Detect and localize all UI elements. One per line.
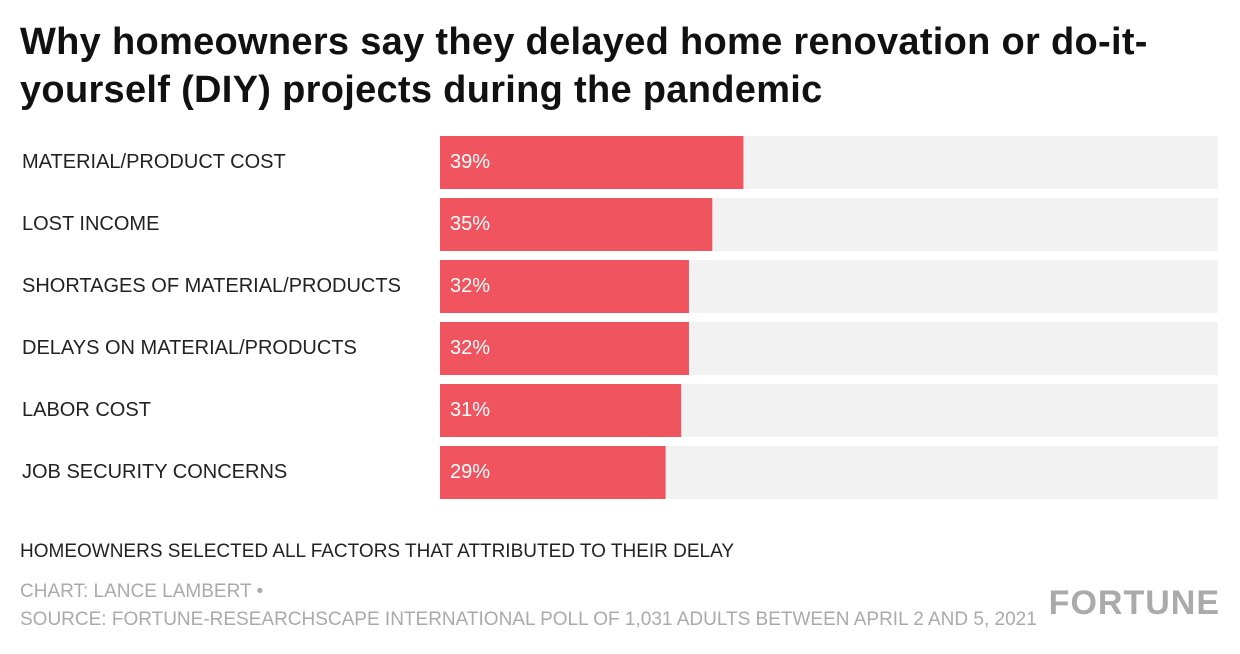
bar [440,136,744,189]
category-label: LOST INCOME [22,213,159,235]
category-label: LABOR COST [22,399,151,421]
value-label: 32% [450,275,490,297]
value-label: 29% [450,461,490,483]
category-label: DELAYS ON MATERIAL/PRODUCTS [22,337,357,359]
bar [440,260,689,313]
bar [440,322,689,375]
bar [440,198,713,251]
note: HOMEOWNERS SELECTED ALL FACTORS THAT ATT… [20,541,735,562]
value-label: 35% [450,213,490,235]
credit: CHART: LANCE LAMBERT • [20,581,264,602]
value-label: 32% [450,337,490,359]
category-label: SHORTAGES OF MATERIAL/PRODUCTS [22,275,401,297]
source: SOURCE: FORTUNE-RESEARCHSCAPE INTERNATIO… [20,609,1037,630]
category-label: MATERIAL/PRODUCT COST [22,151,286,173]
value-label: 39% [450,151,490,173]
bar [440,446,666,499]
value-label: 31% [450,399,490,421]
category-label: JOB SECURITY CONCERNS [22,461,287,483]
chart-title: Why homeowners say they delayed home ren… [20,21,1148,111]
bar [440,384,682,437]
logo: FORTUNE [1048,584,1220,622]
